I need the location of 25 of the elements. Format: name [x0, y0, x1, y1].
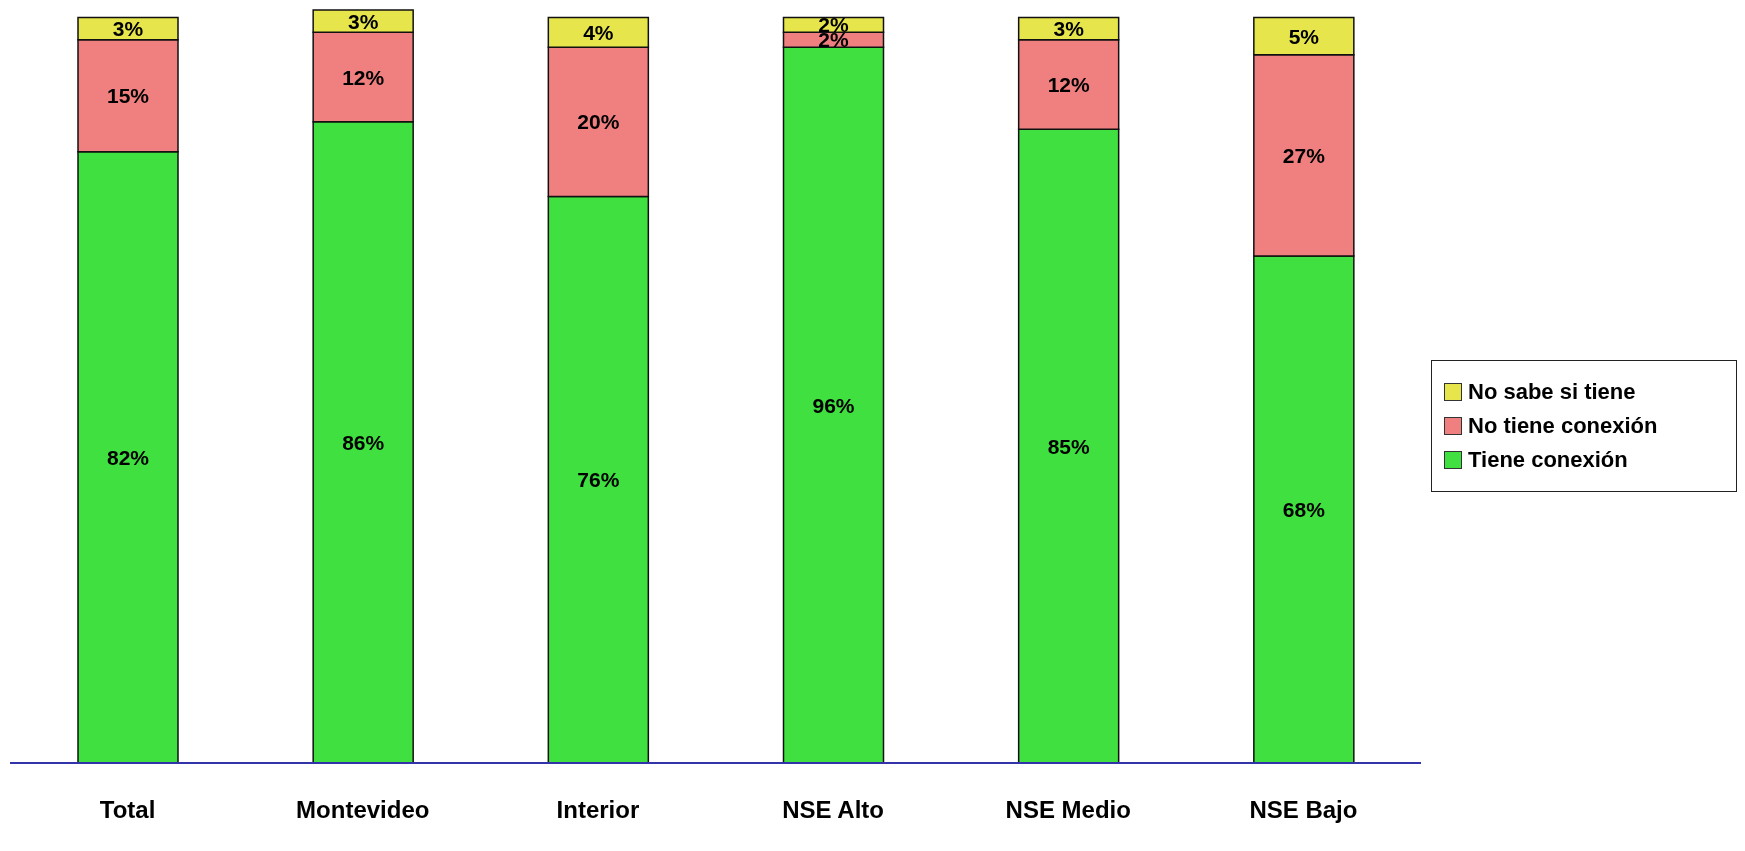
- data-label: 96%: [812, 393, 855, 417]
- x-tick-label: Interior: [556, 796, 640, 824]
- data-label: 76%: [577, 468, 620, 492]
- x-tick-label: NSE Medio: [1005, 796, 1131, 824]
- data-label: 82%: [106, 445, 150, 469]
- data-label: 15%: [106, 84, 150, 108]
- data-label: 3%: [112, 17, 144, 41]
- data-label: 5%: [1288, 24, 1320, 48]
- data-label: 3%: [1053, 17, 1085, 41]
- x-tick-label: Total: [99, 796, 156, 824]
- data-label: 12%: [1047, 73, 1091, 97]
- legend-label: Tiene conexión: [1468, 446, 1628, 473]
- data-label: 20%: [577, 110, 620, 134]
- data-label: 86%: [342, 430, 385, 454]
- x-tick-label: NSE Alto: [782, 796, 884, 824]
- data-label: 12%: [342, 65, 385, 89]
- data-label: 68%: [1282, 498, 1326, 522]
- data-label: 4%: [583, 20, 614, 44]
- data-label: 85%: [1047, 434, 1091, 458]
- data-label: 27%: [1282, 143, 1326, 167]
- legend-label: No sabe si tiene: [1468, 378, 1636, 405]
- data-label: 3%: [347, 9, 379, 33]
- x-tick-label: NSE Bajo: [1249, 796, 1358, 824]
- x-tick-label: Montevideo: [296, 796, 430, 824]
- legend-label: No tiene conexión: [1468, 412, 1658, 439]
